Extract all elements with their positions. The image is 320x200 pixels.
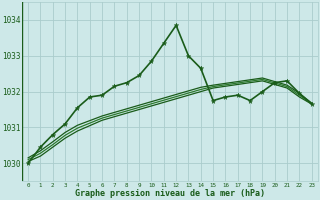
X-axis label: Graphe pression niveau de la mer (hPa): Graphe pression niveau de la mer (hPa) xyxy=(75,189,265,198)
